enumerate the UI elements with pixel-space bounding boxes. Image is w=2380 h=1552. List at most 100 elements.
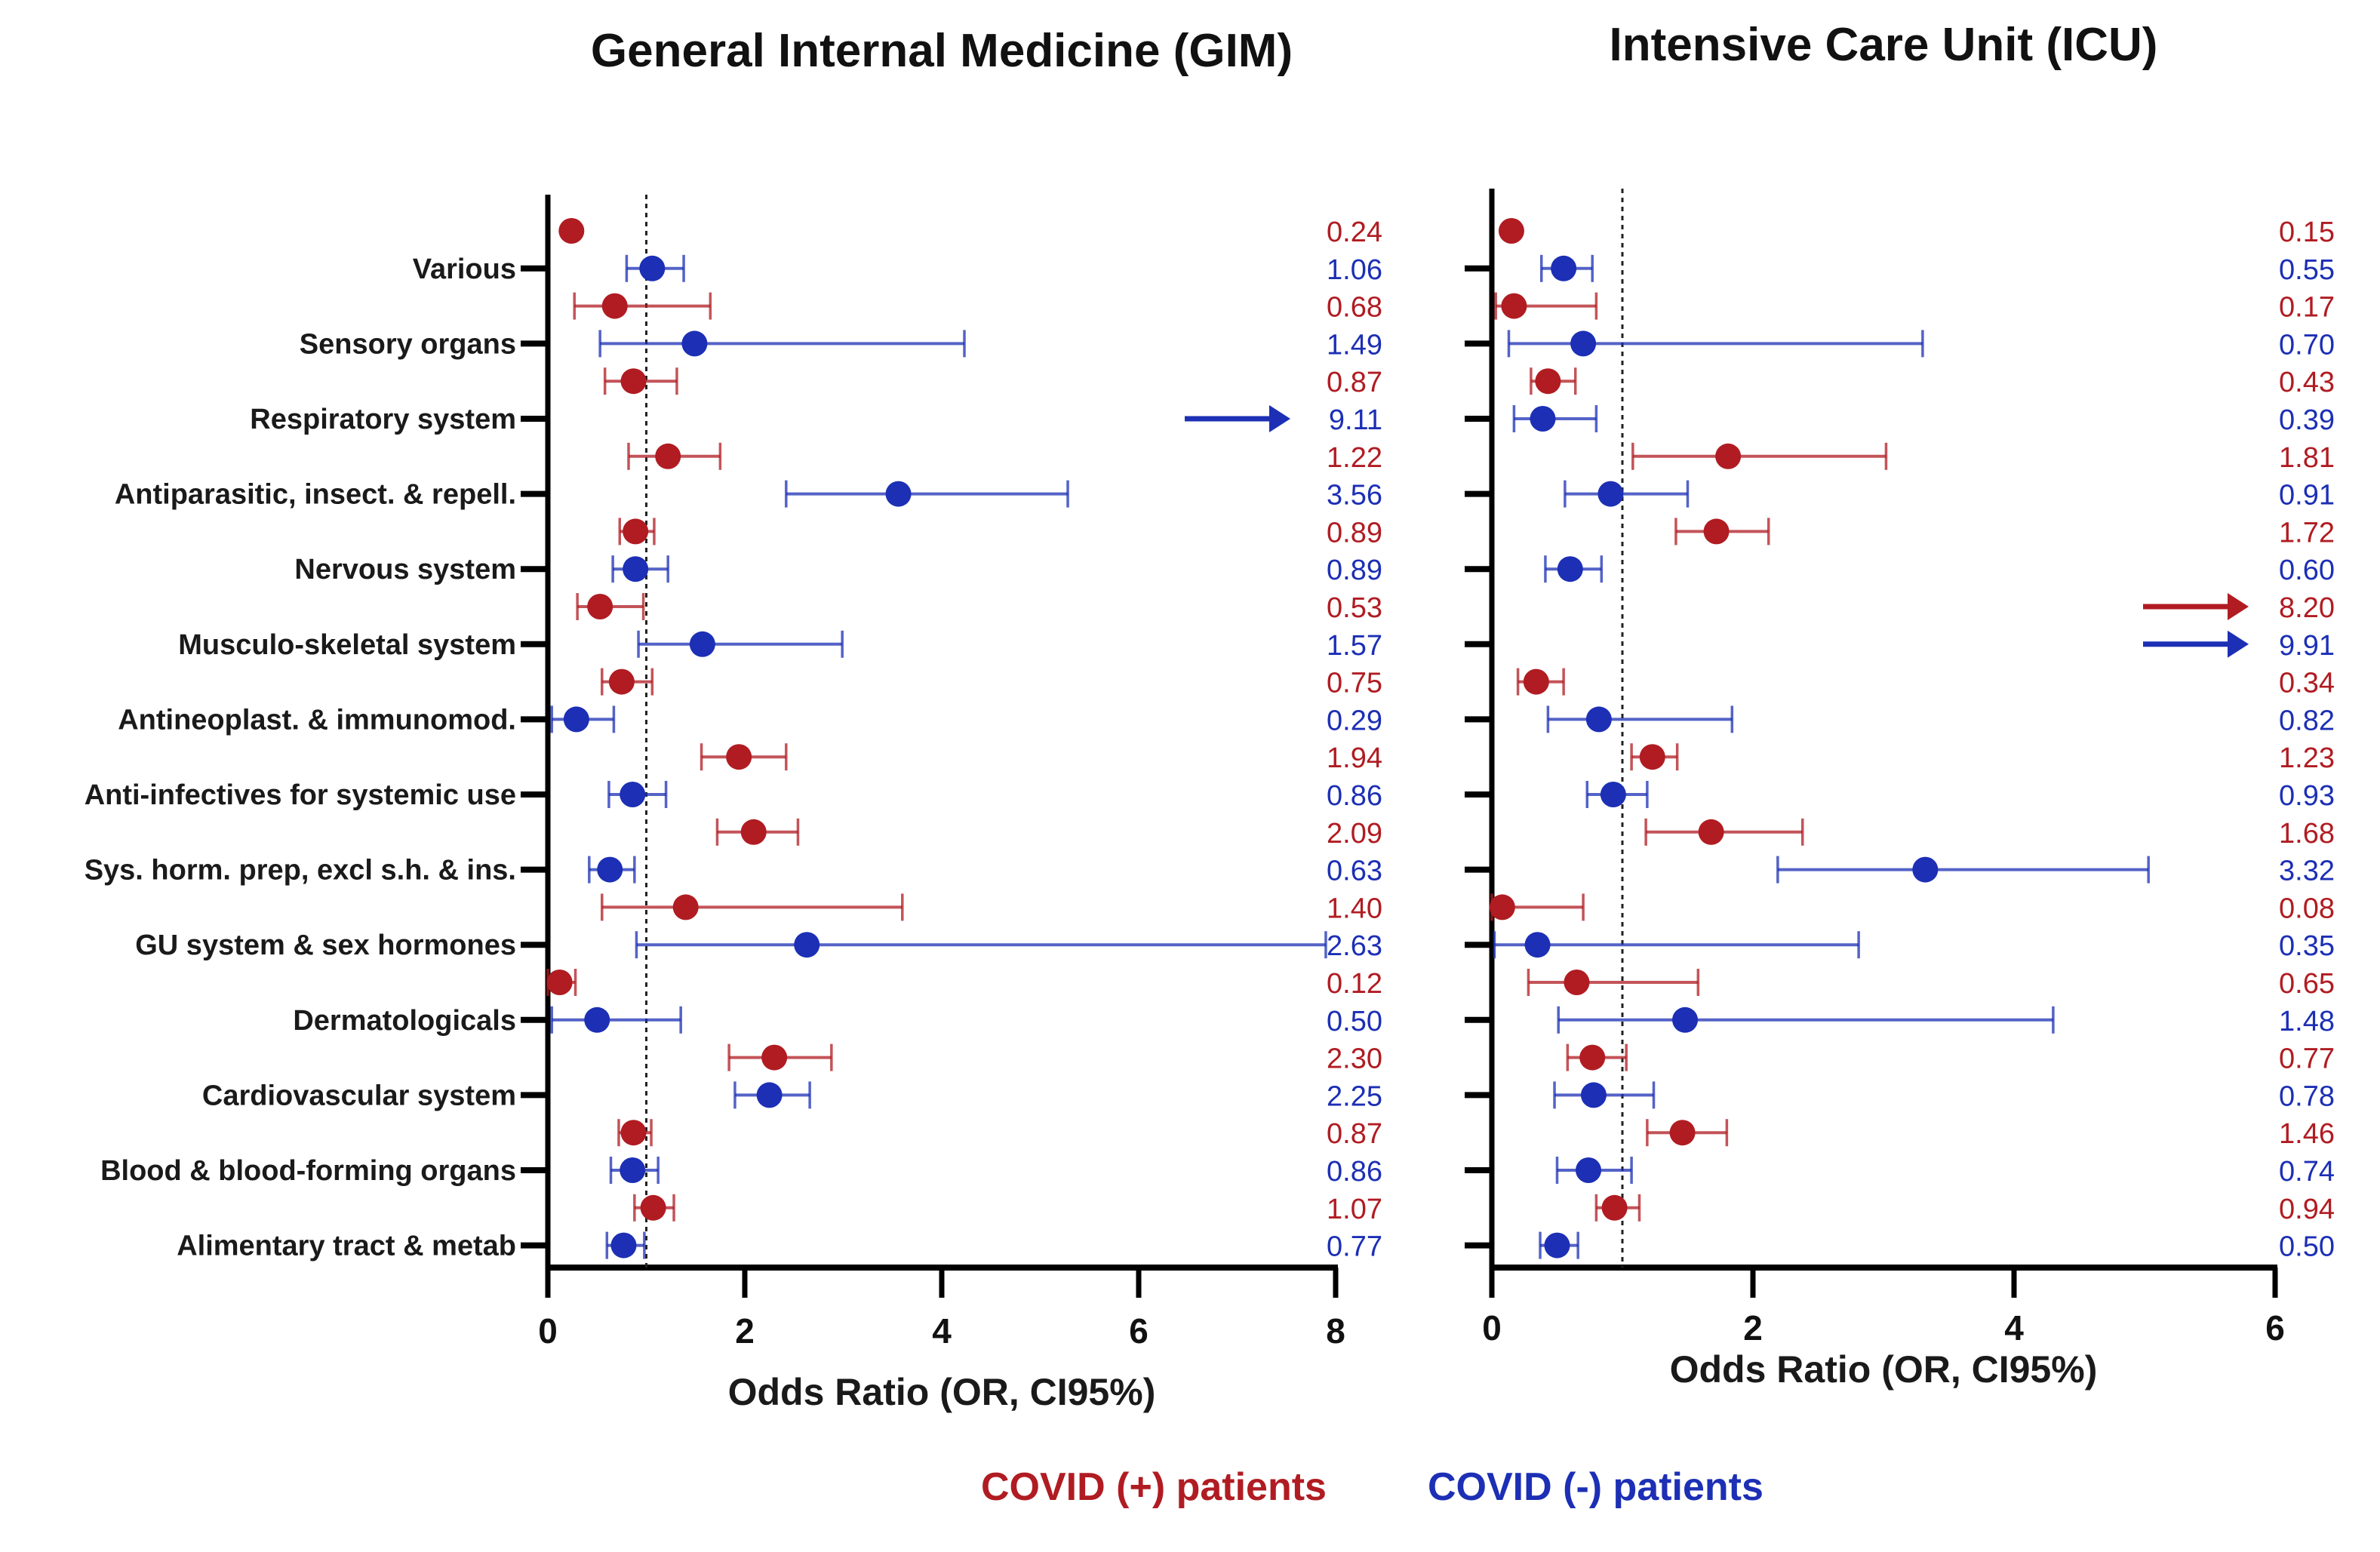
value-label: 1.48 — [2279, 1006, 2335, 1037]
point-covid-positive — [623, 518, 649, 545]
point-covid-negative — [885, 481, 912, 507]
point-covid-negative — [1597, 481, 1624, 507]
point-covid-positive — [1535, 368, 1561, 395]
value-label: 1.40 — [1327, 893, 1382, 924]
point-covid-positive — [1715, 443, 1742, 469]
value-label: 2.09 — [1327, 818, 1382, 850]
value-label: 1.07 — [1327, 1194, 1382, 1225]
category-label: Respiratory system — [250, 404, 516, 435]
category-label: Various — [413, 254, 516, 285]
point-covid-positive — [1601, 1194, 1628, 1221]
value-label: 0.91 — [2279, 480, 2335, 512]
value-label: 0.50 — [2279, 1231, 2335, 1263]
category-label: Cardiovascular system — [202, 1080, 516, 1111]
value-label: 0.78 — [2279, 1080, 2335, 1112]
value-label: 3.32 — [2279, 856, 2335, 887]
point-covid-negative — [620, 782, 646, 807]
value-label: 0.34 — [2279, 668, 2335, 699]
point-covid-positive — [640, 1194, 666, 1221]
point-covid-negative — [1551, 255, 1577, 281]
value-label: 0.94 — [2279, 1194, 2335, 1225]
point-covid-positive — [672, 894, 699, 920]
point-covid-negative — [1576, 1157, 1602, 1183]
point-covid-positive — [620, 368, 647, 395]
point-covid-negative — [1672, 1006, 1699, 1033]
point-covid-positive — [558, 218, 585, 244]
point-covid-negative — [1544, 1232, 1570, 1259]
value-label: 1.94 — [1327, 742, 1382, 774]
value-label: 0.74 — [2279, 1156, 2335, 1188]
point-covid-negative — [1557, 556, 1583, 582]
x-tick-label: 4 — [2004, 1308, 2024, 1348]
point-covid-negative — [1600, 782, 1626, 807]
x-tick-label: 0 — [1482, 1308, 1502, 1348]
category-label: Alimentary tract & metab — [177, 1231, 516, 1262]
panel-title: General Internal Medicine (GIM) — [591, 25, 1293, 77]
category-label: Nervous system — [294, 554, 516, 585]
category-label: Blood & blood-forming organs — [100, 1155, 516, 1187]
category-label: Sensory organs — [300, 328, 516, 360]
offscale-arrow-head — [2228, 630, 2249, 658]
x-tick-label: 4 — [932, 1311, 952, 1351]
value-label: 9.91 — [2279, 630, 2335, 662]
legend-covid-negative: COVID (-) patients — [1428, 1465, 1763, 1509]
legend: COVID (+) patients COVID (-) patients — [981, 1465, 1763, 1509]
value-label: 0.24 — [1327, 217, 1382, 248]
value-label: 0.70 — [2279, 329, 2335, 361]
value-label: 0.77 — [1327, 1231, 1382, 1263]
value-label: 0.53 — [1327, 592, 1382, 624]
value-label: 0.63 — [1327, 856, 1382, 887]
value-label: 9.11 — [1329, 404, 1382, 436]
value-label: 0.68 — [1327, 292, 1382, 324]
point-covid-negative — [563, 706, 589, 733]
point-covid-negative — [597, 856, 623, 883]
point-covid-negative — [620, 1157, 646, 1183]
offscale-arrow-head — [2228, 593, 2249, 620]
value-label: 0.43 — [2279, 367, 2335, 398]
x-tick-label: 6 — [1129, 1311, 1148, 1351]
category-label: Musculo-skeletal system — [178, 629, 516, 661]
point-covid-positive — [601, 293, 628, 319]
value-label: 2.25 — [1327, 1080, 1382, 1112]
value-label: 2.63 — [1327, 930, 1382, 962]
point-covid-positive — [546, 970, 573, 995]
value-label: 2.30 — [1327, 1043, 1382, 1075]
offscale-arrow-head — [1269, 405, 1290, 432]
point-covid-negative — [1912, 856, 1939, 883]
value-label: 0.08 — [2279, 893, 2335, 924]
x-tick-label: 6 — [2265, 1308, 2285, 1348]
point-covid-positive — [620, 1120, 647, 1146]
value-label: 1.49 — [1327, 329, 1382, 361]
x-tick-label: 8 — [1326, 1311, 1345, 1351]
value-label: 0.86 — [1327, 1156, 1382, 1188]
point-covid-negative — [756, 1082, 783, 1108]
point-covid-positive — [1489, 894, 1515, 920]
point-covid-negative — [681, 330, 708, 357]
value-label: 0.39 — [2279, 404, 2335, 436]
x-axis-label: Odds Ratio (OR, CI95%) — [1670, 1348, 2098, 1391]
value-label: 0.82 — [2279, 705, 2335, 736]
point-covid-negative — [639, 255, 666, 281]
value-label: 1.22 — [1327, 442, 1382, 474]
category-label: GU system & sex hormones — [135, 930, 516, 961]
point-covid-negative — [610, 1232, 637, 1259]
value-label: 1.72 — [2279, 517, 2335, 549]
point-covid-negative — [1580, 1082, 1607, 1108]
value-label: 0.55 — [2279, 254, 2335, 286]
point-covid-positive — [1639, 744, 1665, 770]
value-label: 0.17 — [2279, 292, 2335, 324]
value-label: 0.75 — [1327, 668, 1382, 699]
value-label: 1.46 — [2279, 1118, 2335, 1150]
category-label: Antiparasitic, insect. & repell. — [115, 479, 516, 511]
point-covid-positive — [1703, 518, 1730, 545]
value-label: 0.15 — [2279, 217, 2335, 248]
value-label: 0.87 — [1327, 367, 1382, 398]
value-label: 1.68 — [2279, 818, 2335, 850]
value-label: 0.50 — [1327, 1006, 1382, 1037]
point-covid-negative — [794, 932, 820, 958]
value-label: 0.65 — [2279, 968, 2335, 1000]
x-tick-label: 0 — [538, 1311, 558, 1351]
category-label: Dermatologicals — [293, 1005, 516, 1037]
point-covid-negative — [1570, 330, 1597, 357]
